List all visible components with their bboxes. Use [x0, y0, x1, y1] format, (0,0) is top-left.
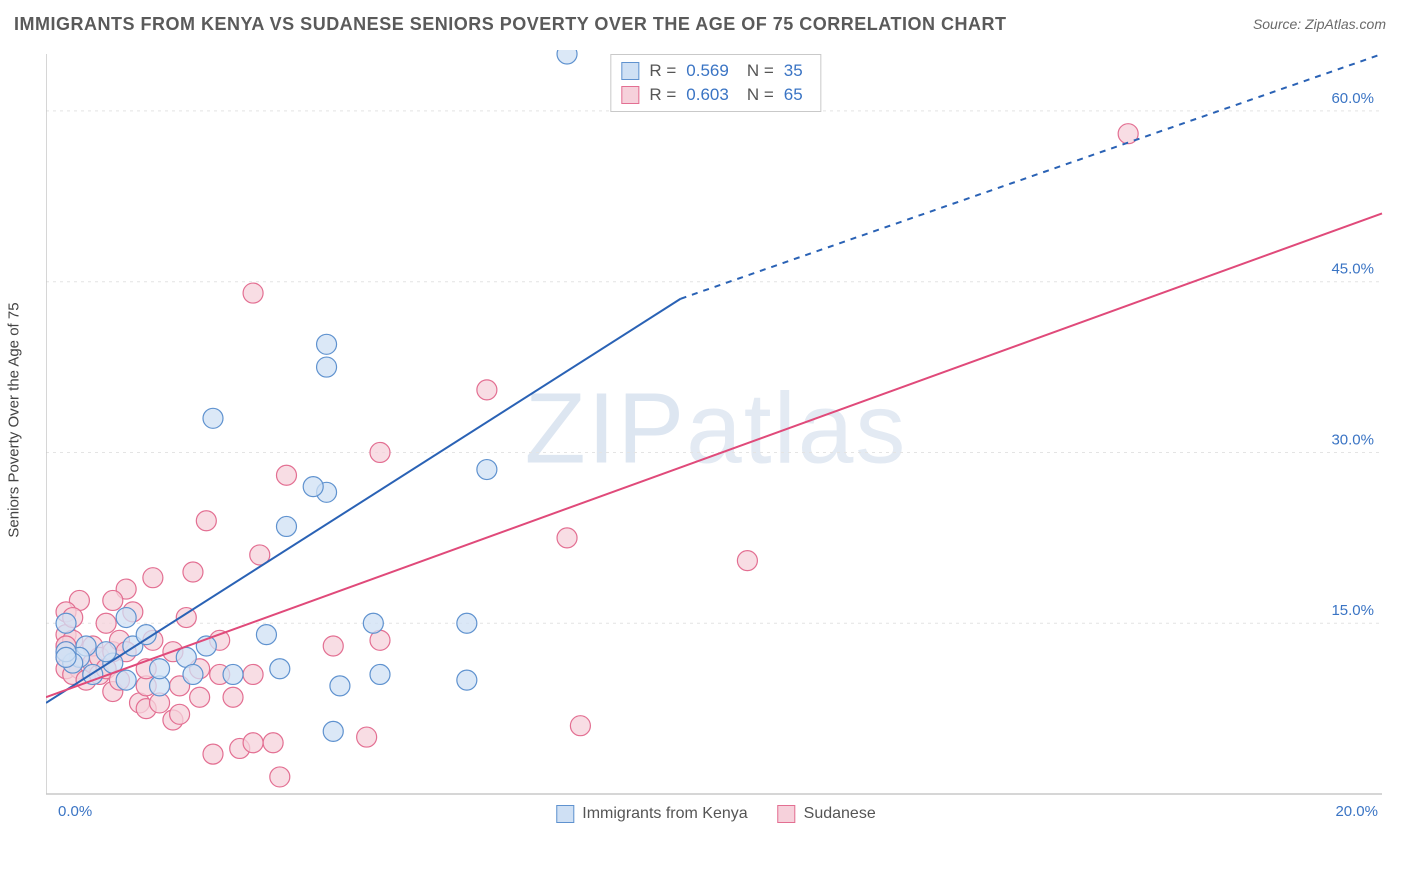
n-label: N = [747, 61, 774, 81]
legend-swatch-pink [621, 86, 639, 104]
n-label: N = [747, 85, 774, 105]
legend-swatch-blue [621, 62, 639, 80]
legend-label: Immigrants from Kenya [582, 805, 747, 823]
scatter-plot: 15.0% 30.0% 45.0% 60.0% 0.0% 20.0% [46, 50, 1386, 825]
legend-item-pink: Sudanese [778, 805, 876, 823]
svg-text:20.0%: 20.0% [1335, 803, 1378, 820]
n-value: 65 [784, 85, 803, 105]
svg-text:0.0%: 0.0% [58, 803, 92, 820]
r-label: R = [649, 85, 676, 105]
legend-row: R = 0.603 N = 65 [621, 83, 810, 107]
svg-text:60.0%: 60.0% [1331, 90, 1374, 107]
y-axis-label: Seniors Poverty Over the Age of 75 [6, 302, 23, 537]
n-value: 35 [784, 61, 803, 81]
source-label: Source: ZipAtlas.com [1253, 16, 1386, 32]
svg-text:15.0%: 15.0% [1331, 602, 1374, 619]
legend-swatch-pink [778, 805, 796, 823]
legend-swatch-blue [556, 805, 574, 823]
legend-label: Sudanese [804, 805, 876, 823]
chart-area: ZIPatlas 15.0%30.0%45.0%60.0%0.0%20.0% R… [46, 50, 1386, 825]
r-value: 0.569 [686, 61, 729, 81]
chart-title: IMMIGRANTS FROM KENYA VS SUDANESE SENIOR… [14, 14, 1006, 35]
r-label: R = [649, 61, 676, 81]
legend-item-blue: Immigrants from Kenya [556, 805, 747, 823]
legend-correlation: R = 0.569 N = 35 R = 0.603 N = 65 [610, 54, 821, 112]
legend-series: Immigrants from Kenya Sudanese [556, 805, 875, 823]
legend-row: R = 0.569 N = 35 [621, 59, 810, 83]
svg-text:30.0%: 30.0% [1331, 431, 1374, 448]
r-value: 0.603 [686, 85, 729, 105]
svg-text:45.0%: 45.0% [1331, 261, 1374, 278]
